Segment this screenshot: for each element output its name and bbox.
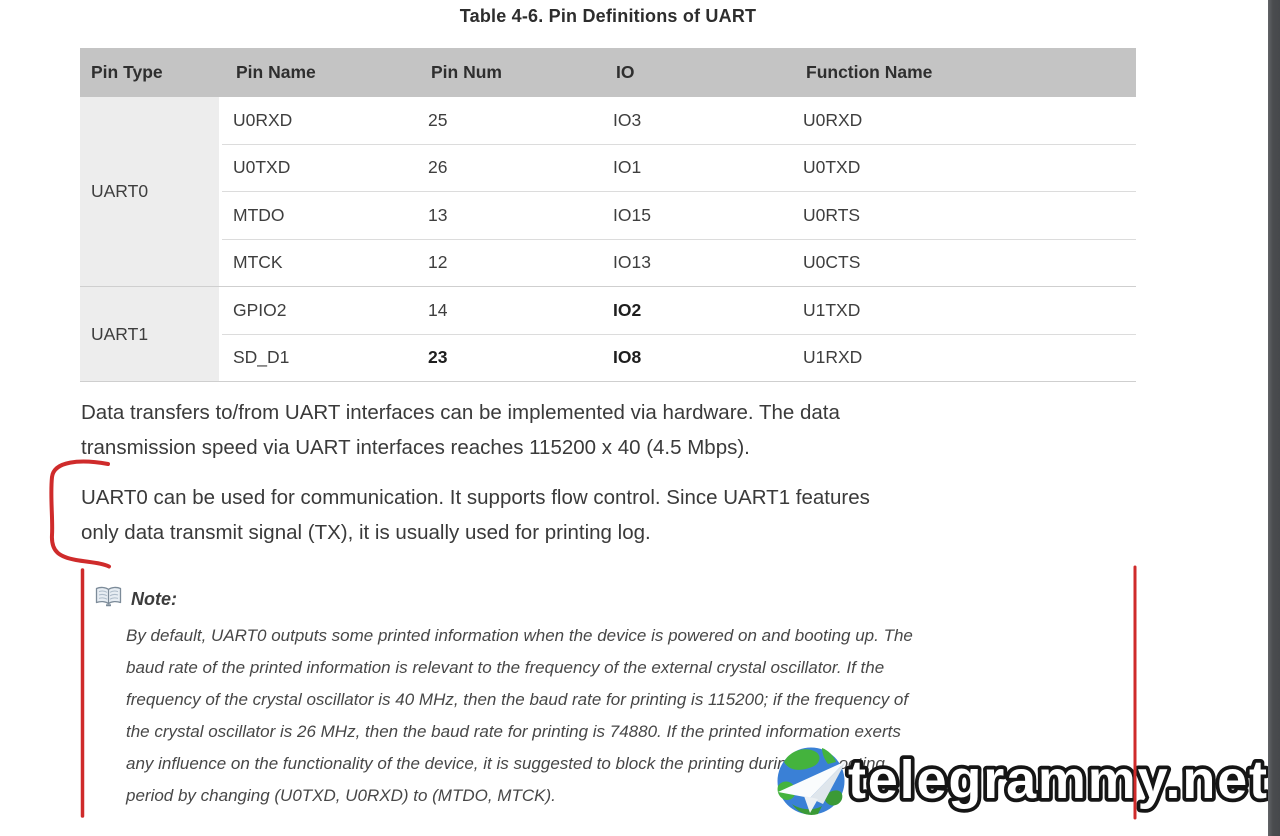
pin-name-cell: U0TXD — [233, 157, 291, 178]
column-header-pin-type: Pin Type — [91, 62, 163, 82]
column-header-pin-name: Pin Name — [236, 62, 316, 82]
group-rows: GPIO2 14 IO2 U1TXD SD_D1 23 IO8 U1RXD — [222, 287, 1136, 381]
telegram-globe-icon — [777, 747, 846, 815]
io-cell: IO2 — [613, 299, 642, 320]
pin-num-cell: 12 — [428, 252, 448, 273]
open-book-icon — [95, 586, 122, 612]
table-group-uart1: UART1 GPIO2 14 IO2 U1TXD SD_D1 23 IO8 U1… — [80, 286, 1136, 381]
paper-plane-icon — [778, 761, 846, 813]
note-body-text: By default, UART0 outputs some printed i… — [126, 626, 913, 805]
table-row: U0TXD 26 IO1 U0TXD — [222, 143, 1136, 192]
note-label: Note: — [131, 588, 177, 609]
function-name-cell: U0CTS — [803, 252, 861, 273]
watermark: telegrammy.net — [770, 740, 1280, 830]
table-row: GPIO2 14 IO2 U1TXD — [222, 287, 1136, 334]
table-body: UART0 U0RXD 25 IO3 U0RXD U0TXD 26 IO1 U0… — [80, 97, 1136, 382]
pin-name-cell: SD_D1 — [233, 347, 290, 368]
pin-definitions-table: Pin Type Pin Name Pin Num IO Function Na… — [80, 48, 1136, 382]
table-row: SD_D1 23 IO8 U1RXD — [222, 333, 1136, 382]
table-row: U0RXD 25 IO3 U0RXD — [222, 97, 1136, 144]
pin-type-cell: UART1 — [80, 287, 222, 381]
column-header-function-name: Function Name — [806, 62, 933, 82]
pin-name-cell: U0RXD — [233, 109, 293, 130]
function-name-cell: U0RTS — [803, 204, 861, 225]
pin-num-cell: 13 — [428, 204, 448, 225]
table-row: MTCK 12 IO13 U0CTS — [222, 238, 1136, 287]
column-header-pin-num: Pin Num — [431, 62, 502, 82]
pin-name-cell: GPIO2 — [233, 299, 287, 320]
pin-num-cell: 14 — [428, 299, 448, 320]
function-name-cell: U1RXD — [803, 347, 863, 368]
group-rows: U0RXD 25 IO3 U0RXD U0TXD 26 IO1 U0TXD MT… — [222, 97, 1136, 286]
note-heading: Note: — [95, 586, 177, 612]
io-cell: IO1 — [613, 157, 642, 178]
function-name-cell: U0RXD — [803, 109, 863, 130]
function-name-cell: U0TXD — [803, 157, 861, 178]
table-group-uart0: UART0 U0RXD 25 IO3 U0RXD U0TXD 26 IO1 U0… — [80, 97, 1136, 286]
io-cell: IO15 — [613, 204, 651, 225]
pin-num-cell: 25 — [428, 109, 448, 130]
body-paragraph-data-transfers: Data transfers to/from UART interfaces c… — [81, 401, 840, 459]
pin-num-cell: 23 — [428, 347, 448, 368]
pin-type-cell: UART0 — [80, 97, 222, 286]
pin-name-cell: MTDO — [233, 204, 285, 225]
table-caption: Table 4-6. Pin Definitions of UART — [459, 6, 757, 26]
column-header-io: IO — [616, 62, 635, 82]
watermark-text: telegrammy.net — [848, 750, 1267, 810]
body-paragraph-uart-usage: UART0 can be used for communication. It … — [81, 486, 870, 544]
window-edge-bar — [1268, 0, 1280, 836]
pin-name-cell: MTCK — [233, 252, 283, 273]
function-name-cell: U1TXD — [803, 299, 861, 320]
table-row: MTDO 13 IO15 U0RTS — [222, 191, 1136, 239]
pin-num-cell: 26 — [428, 157, 448, 178]
io-cell: IO3 — [613, 109, 642, 130]
table-header-row: Pin Type Pin Name Pin Num IO Function Na… — [80, 48, 1136, 97]
io-cell: IO13 — [613, 252, 651, 273]
io-cell: IO8 — [613, 347, 642, 368]
